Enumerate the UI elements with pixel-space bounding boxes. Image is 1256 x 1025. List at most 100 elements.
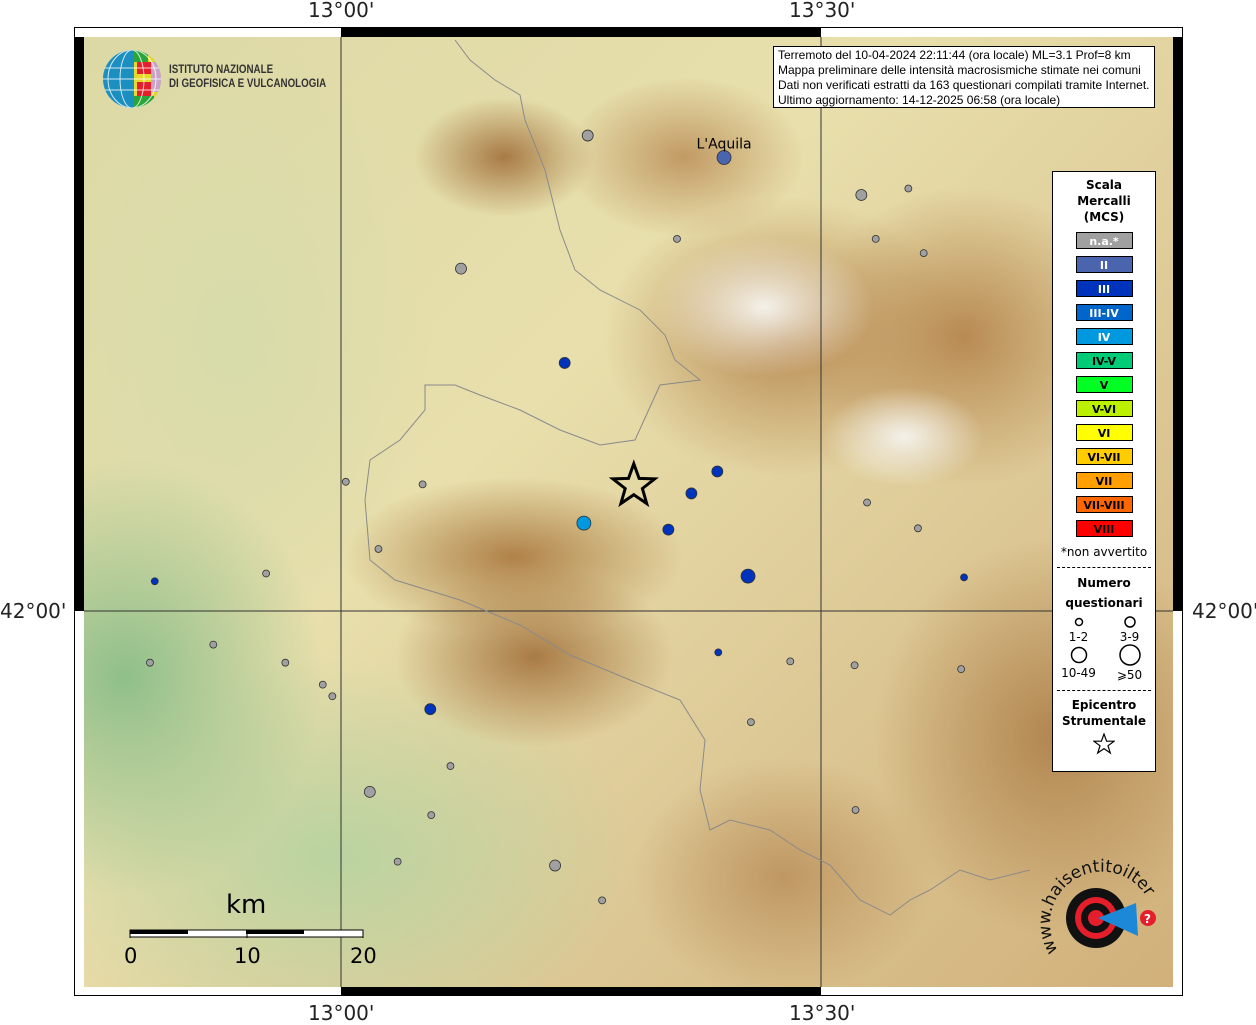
ingv-name-line1: ISTITUTO NAZIONALE (169, 64, 274, 76)
intensity-point[interactable] (363, 785, 376, 798)
epicenter-star (608, 459, 659, 508)
mcs-swatch-vi: VI (1075, 424, 1133, 441)
data-source-line: Dati non verificati estratti da 163 ques… (778, 78, 1150, 92)
right-lat-label: 42°00' (1192, 599, 1256, 623)
intensity-point[interactable] (740, 568, 756, 584)
count-title: Numero (1077, 576, 1131, 590)
intensity-point[interactable] (871, 235, 880, 243)
intensity-point[interactable] (685, 487, 698, 500)
legend-note: *non avvertito (1060, 545, 1148, 559)
bottom-lon-label-13-00: 13°00' (308, 1001, 375, 1025)
mcs-swatches: n.a.* II III III-IV IV IV-V V V-VI VI VI-VII VII VI… (1053, 232, 1155, 537)
intensity-point[interactable] (863, 498, 871, 507)
intensity-point[interactable] (446, 762, 455, 770)
top-lon-label-13-30: 13°30' (789, 0, 856, 22)
event-info-line: Terremoto del 10-04-2024 22:11:44 (ora l… (778, 48, 1131, 62)
mcs-swatch-iii-iv: III-IV (1075, 304, 1133, 321)
intensity-point[interactable] (960, 573, 968, 582)
frame-top-segment (341, 27, 821, 37)
intensity-point[interactable] (150, 577, 159, 586)
mcs-swatch-ii: II (1075, 256, 1133, 273)
intensity-point[interactable] (328, 692, 337, 701)
intensity-point[interactable] (711, 465, 724, 478)
intensity-point[interactable] (598, 896, 607, 905)
last-update-line: Ultimo aggiornamento: 14-12-2025 06:58 (… (778, 93, 1061, 107)
scale-tick-20: 20 (350, 944, 377, 968)
frame-left-segment (74, 37, 84, 611)
legend-divider (1057, 690, 1151, 691)
scale-bar-graphic (129, 929, 364, 938)
legend-title: (MCS) (1083, 210, 1125, 224)
size-item-10-49: 10-49 (1053, 646, 1104, 682)
size-label: 3-9 (1119, 630, 1140, 644)
mcs-swatch-vii-viii: VII-VIII (1075, 496, 1133, 513)
intensity-point[interactable] (549, 859, 561, 872)
place-label: L'Aquila (696, 137, 751, 153)
intensity-point[interactable] (850, 661, 859, 670)
ingv-globe-logo (103, 50, 161, 108)
scale-tick-0: 0 (124, 944, 138, 968)
map-description-line: Mappa preliminare delle intensità macros… (778, 63, 1141, 77)
intensity-point[interactable] (855, 189, 868, 201)
left-lat-label: 42°00' (0, 599, 67, 623)
intensity-point[interactable] (418, 480, 427, 489)
intensity-point[interactable] (914, 524, 922, 533)
event-info-box: Terremoto del 10-04-2024 22:11:44 (ora l… (773, 46, 1155, 108)
legend-title: Mercalli (1077, 194, 1131, 208)
scale-tick-10: 10 (234, 944, 261, 968)
terrain-map[interactable] (84, 37, 1173, 987)
intensity-point[interactable] (209, 640, 218, 649)
size-circle-icon (1123, 616, 1136, 628)
ingv-name-line2: DI GEOFISICA E VULCANOLOGIA (169, 78, 327, 90)
intensity-point[interactable] (716, 150, 732, 165)
legend-divider (1057, 567, 1151, 568)
intensity-point[interactable] (576, 515, 592, 531)
graticule (84, 37, 1173, 987)
intensity-point[interactable] (281, 658, 290, 667)
place-labels: L'Aquila (696, 137, 751, 153)
intensity-point[interactable] (747, 718, 755, 727)
frame-bottom-segment (341, 987, 821, 996)
question-mark-icon: ? (1144, 912, 1151, 926)
intensity-point[interactable] (427, 811, 436, 820)
mcs-swatch-iv: IV (1075, 328, 1133, 345)
size-item-50-plus: ⩾50 (1104, 644, 1155, 682)
mcs-swatch-iv-v: IV-V (1075, 352, 1133, 369)
epicenter-title: Epicentro (1071, 698, 1137, 712)
intensity-point[interactable] (919, 249, 928, 258)
size-item-3-9: 3-9 (1104, 616, 1155, 644)
haisentito-logo[interactable]: www.haisentitoilterremoto.it ? (1036, 856, 1166, 976)
intensity-point[interactable] (714, 648, 723, 657)
intensity-point[interactable] (146, 658, 154, 667)
size-circle-icon (1070, 646, 1087, 664)
intensity-point[interactable] (393, 857, 402, 866)
intensity-point[interactable] (558, 357, 571, 369)
intensity-point[interactable] (581, 129, 594, 142)
size-item-1-2: 1-2 (1053, 616, 1104, 644)
region-boundaries (364, 39, 1031, 916)
mcs-swatch-viii: VIII (1075, 520, 1133, 537)
intensity-point[interactable] (374, 545, 383, 553)
intensity-point[interactable] (318, 680, 327, 689)
intensity-point[interactable] (341, 477, 350, 486)
mcs-swatch-v-vi: V-VI (1075, 400, 1133, 417)
intensity-point[interactable] (262, 569, 271, 578)
mcs-swatch-na: n.a.* (1075, 232, 1133, 249)
scale-unit: km (226, 890, 267, 920)
intensity-point[interactable] (455, 262, 467, 275)
intensity-point[interactable] (851, 806, 860, 814)
intensity-point[interactable] (904, 184, 913, 193)
intensity-point[interactable] (786, 657, 795, 666)
mcs-swatch-vi-vii: VI-VII (1075, 448, 1133, 465)
size-circle-icon (1118, 644, 1141, 666)
size-label: ⩾50 (1116, 668, 1143, 682)
mcs-swatch-vii: VII (1075, 472, 1133, 489)
intensity-point[interactable] (424, 703, 437, 716)
intensity-point[interactable] (957, 665, 966, 674)
count-title: questionari (1065, 596, 1143, 610)
epicenter-star-icon[interactable] (608, 459, 659, 508)
intensity-point[interactable] (662, 523, 675, 536)
intensity-point[interactable] (673, 235, 681, 243)
intensity-points (146, 129, 968, 905)
